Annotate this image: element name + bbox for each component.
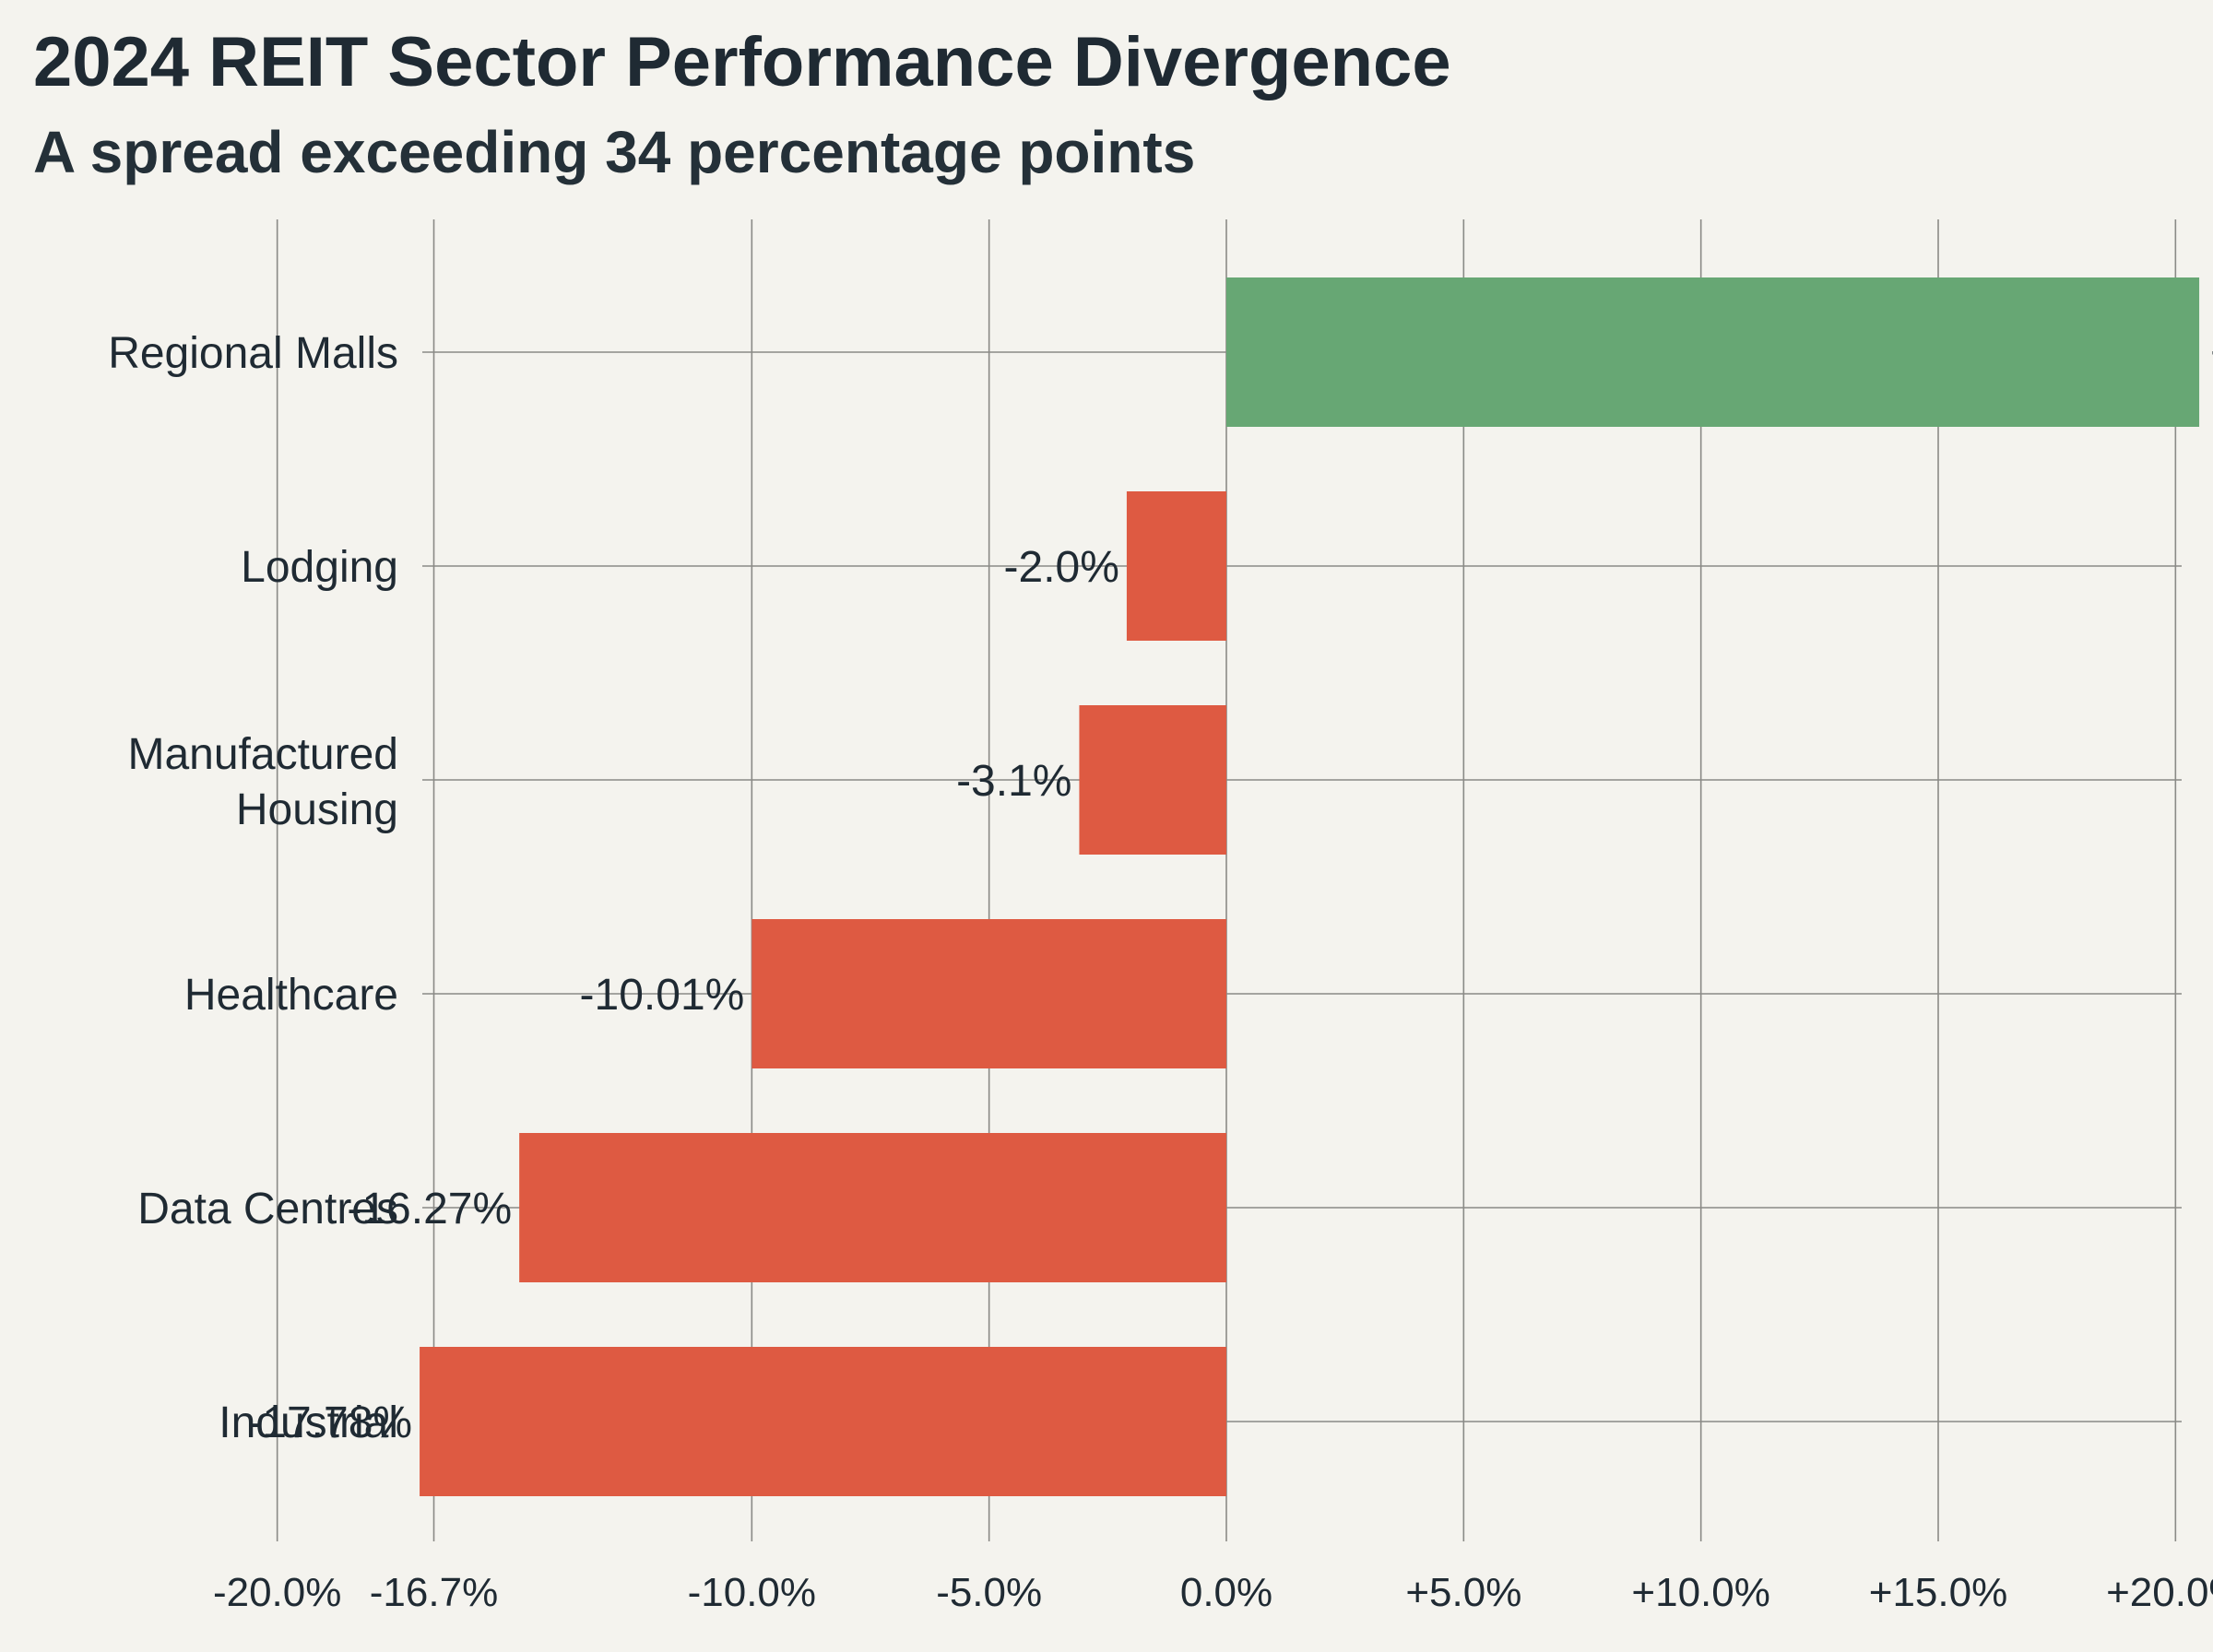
grid-layer <box>276 219 2182 1541</box>
x-tick-label: +15.0% <box>1869 1570 2007 1615</box>
x-tick-label: 0.0% <box>1180 1570 1272 1615</box>
x-tick-label: +5.0% <box>1405 1570 1521 1615</box>
category-label: Industrial <box>219 1398 398 1447</box>
category-label: Data Centres <box>137 1185 398 1233</box>
value-label: -16.27% <box>347 1185 512 1233</box>
bar-healthcare <box>751 919 1226 1068</box>
value-label: -3.1% <box>956 757 1071 806</box>
x-tick-label: -20.0% <box>213 1570 341 1615</box>
x-tick-label: +20.0% <box>2106 1570 2213 1615</box>
bar-lodging <box>1126 491 1226 641</box>
bar-data-centres <box>519 1133 1226 1282</box>
x-tick-label: -16.7% <box>370 1570 498 1615</box>
value-label: -2.0% <box>1004 543 1119 592</box>
bar-regional-malls <box>1226 277 2200 427</box>
bar-industrial <box>420 1347 1227 1496</box>
category-label: Regional Malls <box>108 329 398 378</box>
value-label: +17.04% <box>2210 329 2213 378</box>
label-layer: -20.0% -16.7% -10.0% -5.0% 0.0% +5.0% +10.0% +1… <box>108 329 2213 1615</box>
x-tick-label: -5.0% <box>936 1570 1042 1615</box>
x-tick-label: +10.0% <box>1631 1570 1769 1615</box>
bar-manufactured-housing <box>1079 705 1226 855</box>
category-label: Manufactured Housing <box>127 730 398 834</box>
chart-subtitle: A spread exceeding 34 percentage points <box>33 119 1196 185</box>
x-tick-label: -10.0% <box>688 1570 816 1615</box>
bar-layer <box>420 277 2200 1496</box>
category-label: Lodging <box>241 543 398 592</box>
chart-title: 2024 REIT Sector Performance Divergence <box>33 23 1451 101</box>
value-label: -17.78% <box>247 1398 412 1447</box>
value-label: -10.01% <box>580 971 745 1020</box>
category-label: Healthcare <box>184 971 398 1020</box>
